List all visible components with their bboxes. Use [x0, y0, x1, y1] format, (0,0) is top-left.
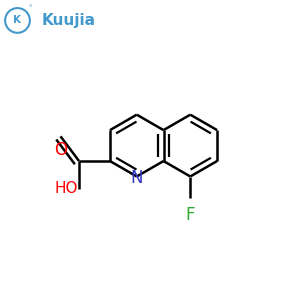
Text: Kuujia: Kuujia [42, 13, 96, 28]
Text: K: K [14, 15, 22, 26]
Text: N: N [130, 169, 143, 187]
Text: O: O [54, 141, 67, 159]
Text: °: ° [28, 5, 32, 11]
Text: F: F [185, 206, 195, 224]
Text: HO: HO [54, 182, 78, 196]
